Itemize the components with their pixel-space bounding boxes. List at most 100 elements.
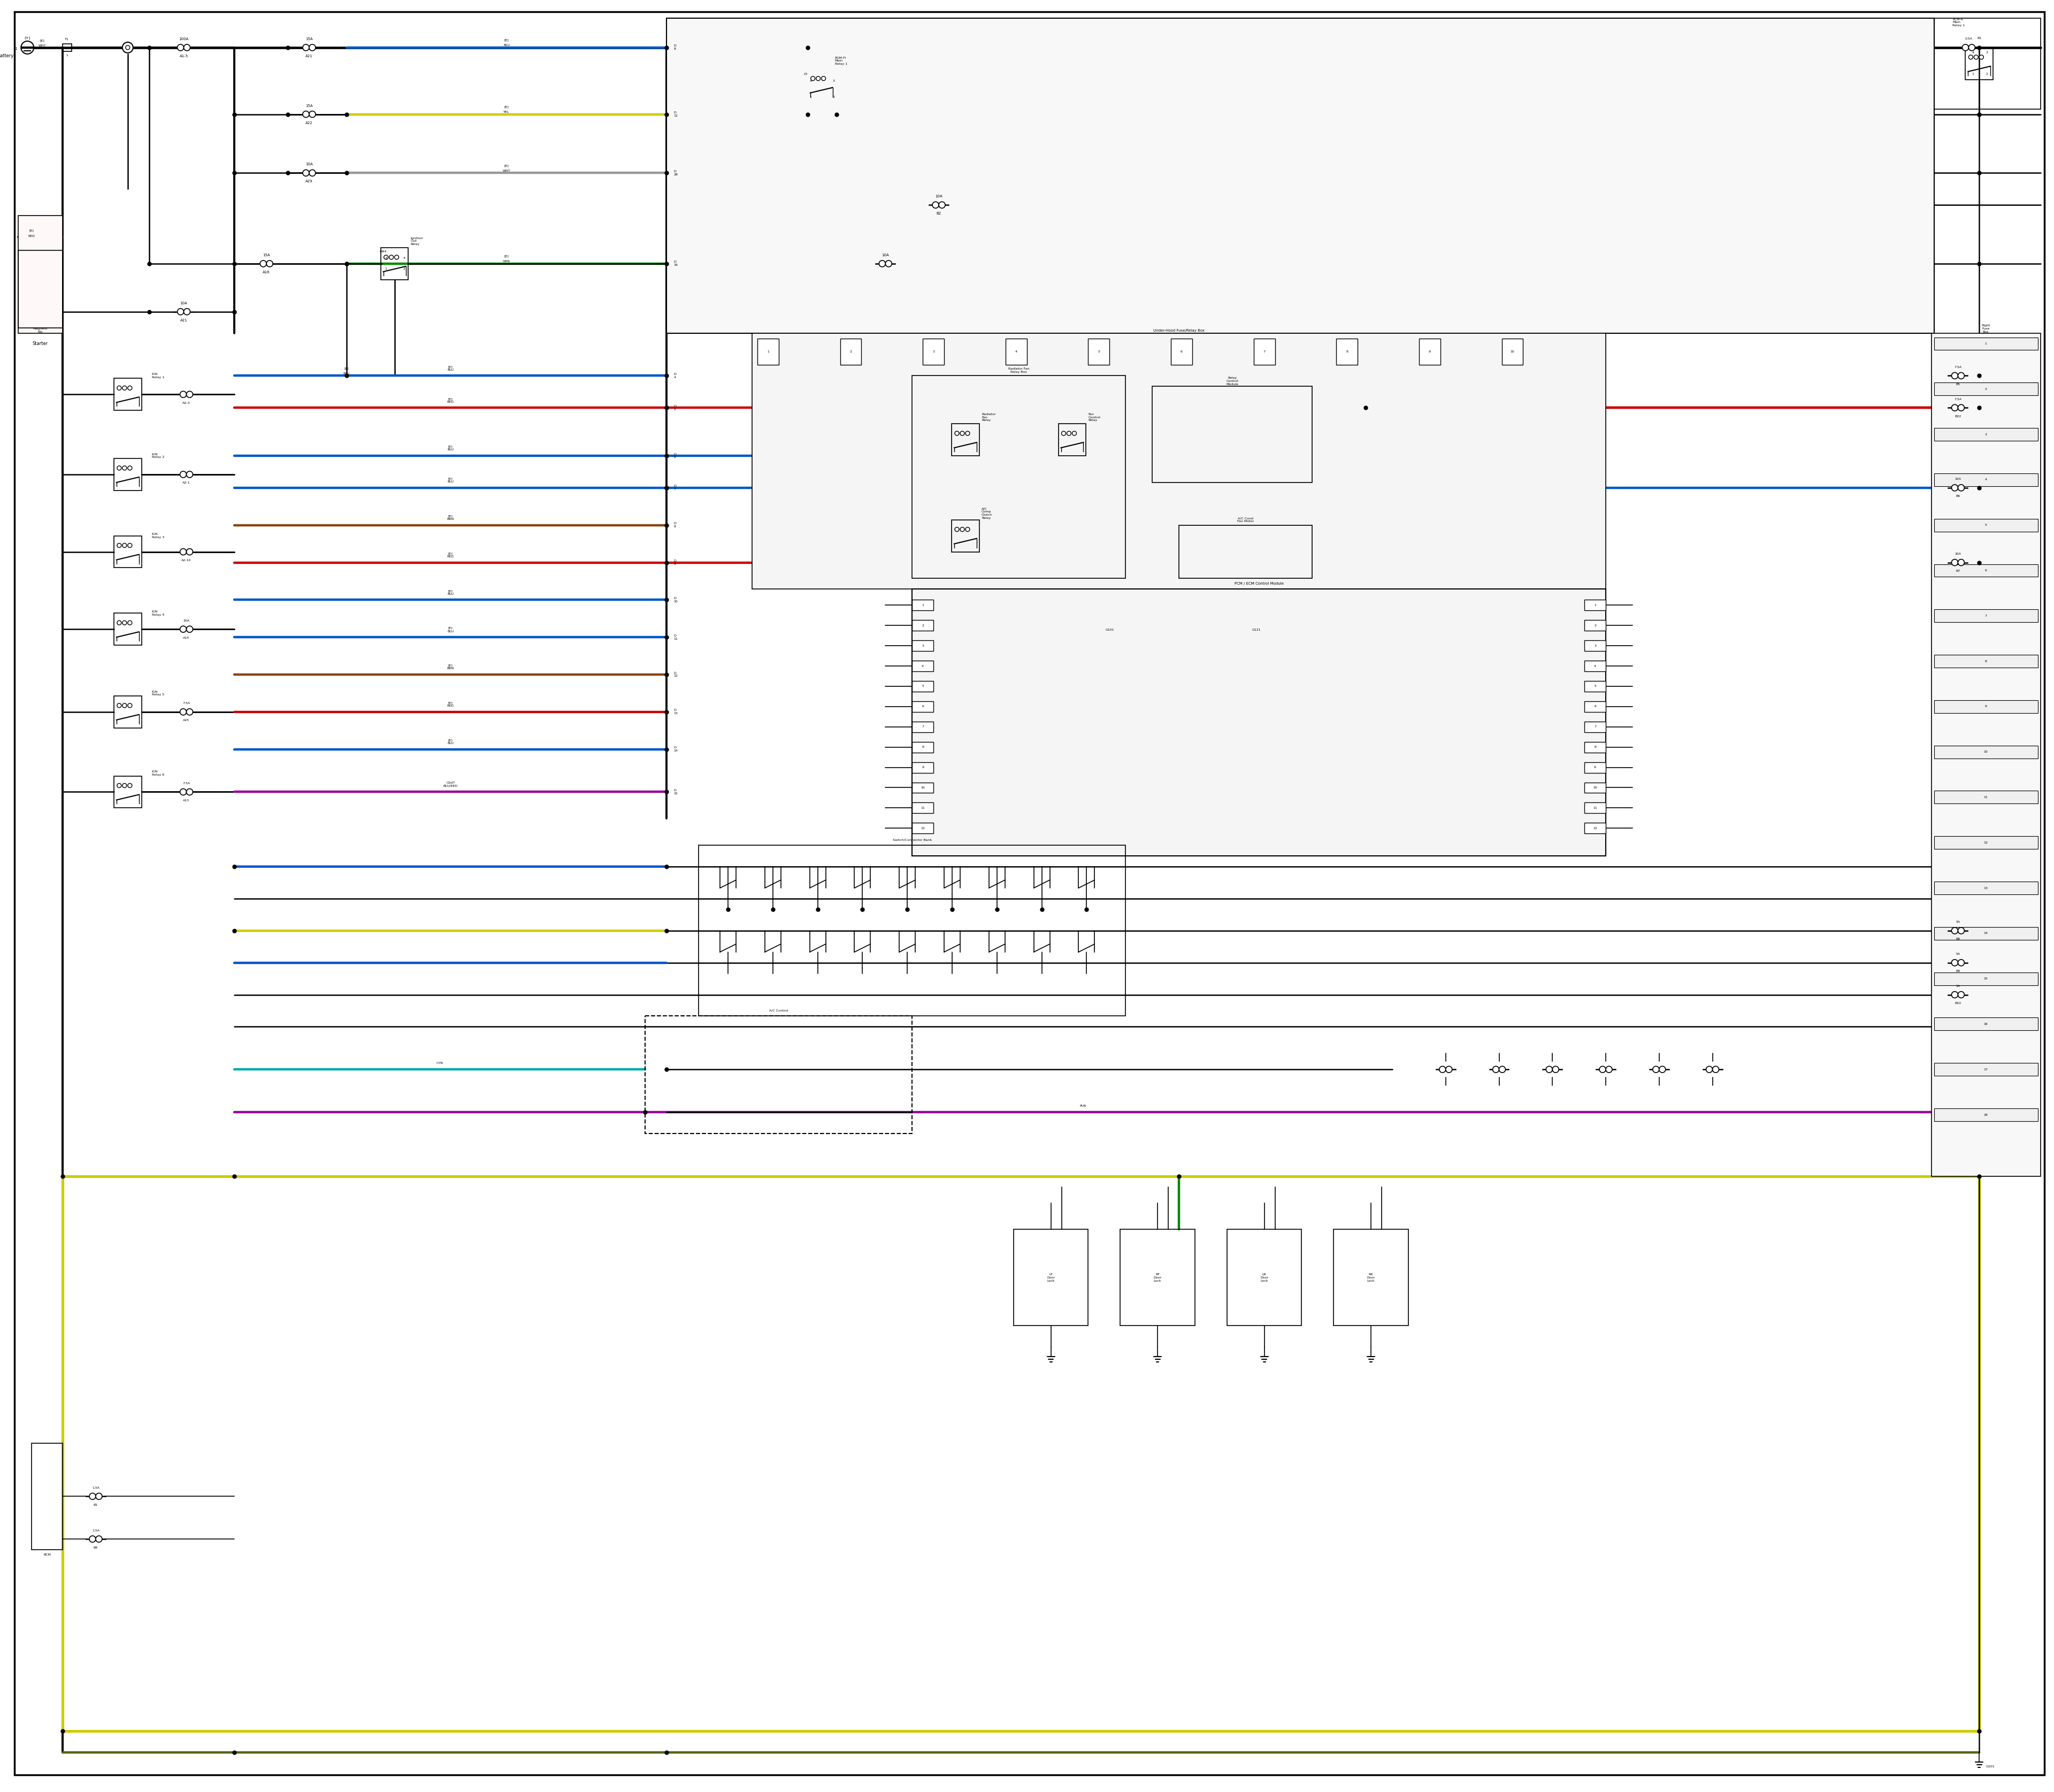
Text: 5: 5 bbox=[1097, 351, 1099, 353]
Text: IGN
Relay 3: IGN Relay 3 bbox=[152, 532, 164, 539]
Text: [E]: [E] bbox=[503, 165, 509, 167]
Text: B6: B6 bbox=[1955, 495, 1960, 498]
Bar bbox=[807, 68, 836, 100]
Text: A22: A22 bbox=[306, 122, 312, 124]
Bar bbox=[1584, 701, 1606, 711]
Text: 13: 13 bbox=[1984, 887, 1988, 889]
Bar bbox=[912, 701, 933, 711]
Text: LF
Door
Lock: LF Door Lock bbox=[1048, 1272, 1056, 1281]
Bar bbox=[113, 536, 142, 568]
Circle shape bbox=[181, 625, 187, 633]
Text: Fan
Control
Relay: Fan Control Relay bbox=[1089, 412, 1101, 421]
Text: RED: RED bbox=[29, 235, 35, 237]
Bar bbox=[1337, 339, 1358, 366]
Text: [E]: [E] bbox=[503, 39, 509, 41]
Text: 4: 4 bbox=[403, 256, 405, 260]
Circle shape bbox=[181, 391, 187, 398]
Text: 2: 2 bbox=[850, 351, 852, 353]
Circle shape bbox=[959, 527, 965, 532]
Text: A2-10: A2-10 bbox=[181, 559, 191, 561]
Text: B7: B7 bbox=[1955, 570, 1960, 572]
Text: T1: T1 bbox=[66, 38, 70, 41]
Text: B22: B22 bbox=[1955, 416, 1962, 418]
Text: 2: 2 bbox=[1986, 73, 1988, 75]
Bar bbox=[912, 823, 933, 833]
Text: 10: 10 bbox=[1594, 787, 1598, 788]
Circle shape bbox=[187, 788, 193, 796]
Text: [E]
BRN: [E] BRN bbox=[448, 514, 454, 520]
Text: [E]
BLU: [E] BLU bbox=[448, 477, 454, 484]
Text: M44: M44 bbox=[380, 251, 386, 253]
Bar bbox=[1935, 564, 2038, 577]
Circle shape bbox=[123, 385, 127, 391]
Text: Under-Hood Fuse/Relay Box: Under-Hood Fuse/Relay Box bbox=[1152, 328, 1204, 332]
Circle shape bbox=[1499, 1066, 1506, 1073]
Text: IGN
Relay 4: IGN Relay 4 bbox=[152, 611, 164, 616]
Circle shape bbox=[88, 1536, 97, 1543]
Text: 1: 1 bbox=[922, 604, 924, 606]
Bar bbox=[1584, 661, 1606, 672]
Circle shape bbox=[1951, 928, 1957, 934]
Text: 15A: 15A bbox=[263, 253, 269, 256]
Text: 9: 9 bbox=[1594, 765, 1596, 769]
Text: A2-1: A2-1 bbox=[183, 482, 191, 484]
Text: 3: 3 bbox=[384, 256, 386, 260]
Text: 6: 6 bbox=[922, 706, 924, 708]
Text: 1: 1 bbox=[14, 47, 16, 50]
Text: WHT: WHT bbox=[503, 170, 511, 172]
Text: A25: A25 bbox=[183, 719, 189, 722]
Circle shape bbox=[127, 704, 131, 708]
Text: [E]: [E] bbox=[39, 39, 45, 41]
Bar bbox=[912, 762, 933, 772]
Circle shape bbox=[125, 45, 129, 50]
Text: 4: 4 bbox=[809, 81, 811, 82]
Circle shape bbox=[177, 308, 183, 315]
Circle shape bbox=[1600, 1066, 1606, 1073]
Text: 10: 10 bbox=[1510, 351, 1514, 353]
Circle shape bbox=[123, 543, 127, 548]
Circle shape bbox=[123, 783, 127, 788]
Bar bbox=[1935, 882, 2038, 894]
Bar bbox=[1935, 1063, 2038, 1075]
Text: 15A: 15A bbox=[306, 38, 312, 41]
Bar bbox=[1935, 609, 2038, 622]
Text: D
7: D 7 bbox=[674, 486, 676, 491]
Text: Radiator
Fan
Relay: Radiator Fan Relay bbox=[982, 412, 996, 421]
Bar bbox=[113, 695, 142, 728]
Circle shape bbox=[97, 1536, 103, 1543]
Text: B4: B4 bbox=[94, 1546, 99, 1548]
Circle shape bbox=[267, 260, 273, 267]
Text: PCM-R
Main
Relay 1: PCM-R Main Relay 1 bbox=[1953, 18, 1966, 27]
Circle shape bbox=[1072, 432, 1076, 435]
Text: RR
Door
Lock: RR Door Lock bbox=[1366, 1272, 1374, 1281]
Circle shape bbox=[117, 783, 121, 788]
Text: 1.5A: 1.5A bbox=[92, 1486, 99, 1489]
Text: [E]: [E] bbox=[503, 254, 509, 258]
Circle shape bbox=[815, 77, 820, 81]
Circle shape bbox=[1440, 1066, 1446, 1073]
Text: C0d7
BLU/RED: C0d7 BLU/RED bbox=[444, 781, 458, 787]
Bar bbox=[645, 1016, 912, 1134]
Circle shape bbox=[1968, 56, 1974, 59]
Bar bbox=[113, 776, 142, 808]
Circle shape bbox=[123, 43, 134, 54]
Circle shape bbox=[959, 432, 965, 435]
Text: 3: 3 bbox=[922, 645, 924, 647]
Bar bbox=[698, 846, 1126, 1016]
Circle shape bbox=[885, 260, 891, 267]
Circle shape bbox=[1951, 959, 1957, 966]
Text: A13: A13 bbox=[183, 799, 189, 801]
Bar bbox=[1584, 762, 1606, 772]
Bar bbox=[912, 783, 933, 794]
Circle shape bbox=[261, 260, 267, 267]
Circle shape bbox=[97, 1493, 103, 1500]
Circle shape bbox=[1962, 45, 1968, 50]
Text: 7.5A: 7.5A bbox=[183, 781, 191, 785]
Text: G121: G121 bbox=[1253, 629, 1261, 631]
Bar bbox=[1935, 473, 2038, 486]
Text: 7: 7 bbox=[922, 726, 924, 728]
Text: B5: B5 bbox=[1955, 383, 1960, 385]
Bar bbox=[912, 681, 933, 692]
Text: (+): (+) bbox=[25, 36, 31, 39]
Circle shape bbox=[1062, 432, 1066, 435]
